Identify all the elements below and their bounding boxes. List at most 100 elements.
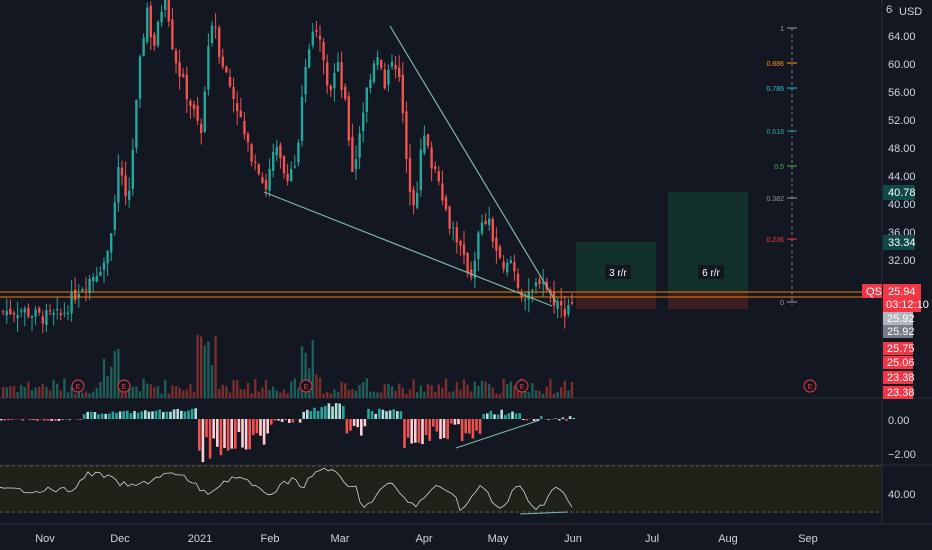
macd-bar <box>306 409 309 419</box>
volume-bar <box>430 385 433 398</box>
macd-bar <box>302 411 305 419</box>
volume-bar <box>167 393 170 398</box>
macd-bar <box>183 411 187 419</box>
volume-bar <box>189 384 192 398</box>
macd-divergence-line[interactable] <box>455 419 541 449</box>
earnings-icon[interactable]: E <box>71 379 85 393</box>
candle <box>380 58 383 71</box>
rsi-divergence-line[interactable] <box>519 511 569 515</box>
volume-bar <box>257 391 260 398</box>
macd-histogram <box>0 403 575 463</box>
macd-bar <box>115 412 118 419</box>
macd-bar <box>327 403 331 419</box>
price-candles[interactable] <box>2 0 574 334</box>
candle <box>329 84 332 98</box>
time-label: 2021 <box>188 533 212 545</box>
earnings-icon[interactable]: E <box>803 379 817 393</box>
macd-bar <box>388 410 392 419</box>
svg-text:25.75: 25.75 <box>887 343 915 355</box>
volume-bar <box>563 380 566 398</box>
candle <box>462 230 466 265</box>
volume-bar <box>146 383 149 398</box>
volume-bar <box>272 386 275 398</box>
volume-bar <box>336 391 340 398</box>
wedge-lower-trendline[interactable] <box>263 191 553 307</box>
volume-bar <box>66 392 70 398</box>
macd-bar <box>32 419 35 420</box>
risk-reward-box-3[interactable]: 3 r/r <box>576 242 656 309</box>
price-tick-label: 56.00 <box>888 87 916 99</box>
price-tick-label: 44.00 <box>888 171 916 183</box>
macd-bar <box>241 419 244 448</box>
macd-bar <box>442 419 446 438</box>
candle <box>207 33 210 96</box>
fib-level: 1 <box>780 26 797 33</box>
wedge-upper-trendline[interactable] <box>389 25 557 303</box>
volume-bar <box>383 384 386 398</box>
macd-bar <box>572 418 575 419</box>
volume-bar <box>318 377 322 398</box>
fib-level: 0.382 <box>766 196 797 203</box>
macd-bar <box>298 419 302 423</box>
symbol-tag[interactable]: QS <box>862 284 882 298</box>
current-price: 25.94 <box>888 286 916 298</box>
volume-bar <box>408 389 412 398</box>
earnings-icon[interactable]: E <box>515 379 529 393</box>
price-tag-33-34: 33.34 <box>883 235 916 250</box>
price-tick-label: 60.00 <box>888 59 916 71</box>
earnings-icon[interactable]: E <box>299 379 313 393</box>
macd-axis-minus2: −2.00 <box>888 449 916 461</box>
volume-bar <box>437 384 440 398</box>
earnings-icon[interactable]: E <box>117 379 131 393</box>
macd-bar <box>464 419 467 434</box>
volume-bar <box>178 387 181 398</box>
candle <box>362 102 365 143</box>
candle <box>473 251 476 289</box>
volume-bar <box>117 348 120 398</box>
fib-retracement-tool[interactable]: 1 0.886 0.786 0.618 0.5 0.382 0.236 0 <box>766 26 797 307</box>
macd-bar <box>75 419 79 420</box>
candle <box>131 138 134 196</box>
volume-bar <box>279 392 282 398</box>
macd-bar <box>194 408 197 419</box>
time-axis[interactable]: Nov Dec 2021 Feb Mar Apr May Jun Jul Aug Sep <box>35 533 818 545</box>
candle <box>286 163 289 186</box>
candle <box>509 256 512 264</box>
risk-reward-box-6[interactable]: 6 r/r <box>668 192 748 309</box>
svg-text:0: 0 <box>780 300 784 307</box>
volume-bar <box>380 392 383 398</box>
fib-level: 0.618 <box>766 129 797 136</box>
volume-bar <box>441 387 444 398</box>
macd-bar <box>334 403 338 419</box>
volume-bar <box>5 387 8 398</box>
macd-bar <box>349 419 352 431</box>
candle <box>2 309 5 316</box>
candle <box>261 172 264 185</box>
candle <box>81 286 84 292</box>
candle <box>520 288 523 302</box>
macd-bar <box>216 419 219 447</box>
candle <box>120 160 124 186</box>
macd-bar <box>432 419 435 427</box>
candle <box>254 154 257 171</box>
macd-bar <box>489 410 493 419</box>
time-label: Mar <box>331 533 350 545</box>
macd-bar <box>79 419 82 420</box>
candle <box>290 161 293 182</box>
indicator-tag: 25.92 <box>883 325 915 338</box>
candle <box>228 68 232 88</box>
macd-bar <box>525 419 529 421</box>
price-tick-label: 32.00 <box>888 255 916 267</box>
candle <box>426 134 430 149</box>
volume-bar <box>470 391 473 398</box>
volume-bar <box>340 381 343 398</box>
indicator-tag: 25.75 <box>883 342 915 355</box>
currency-button[interactable] <box>893 2 921 18</box>
candle <box>326 54 329 94</box>
candle <box>128 177 131 208</box>
candle <box>41 310 44 334</box>
macd-bar <box>536 419 539 421</box>
macd-bar <box>482 413 485 419</box>
